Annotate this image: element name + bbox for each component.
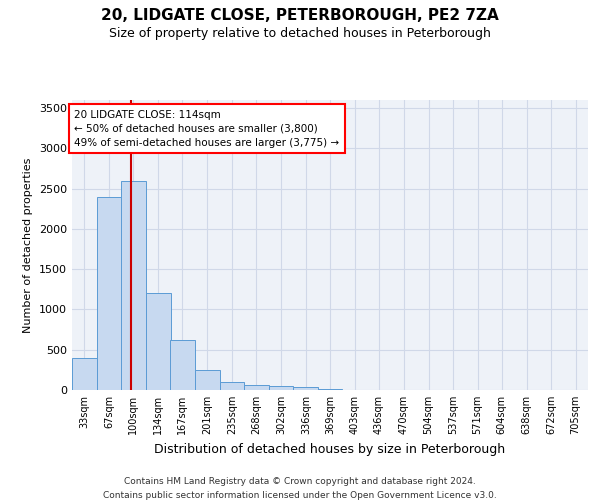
- Text: Size of property relative to detached houses in Peterborough: Size of property relative to detached ho…: [109, 28, 491, 40]
- Bar: [317, 389, 343, 390]
- Y-axis label: Number of detached properties: Number of detached properties: [23, 158, 34, 332]
- Bar: [146, 294, 170, 390]
- Bar: [244, 385, 269, 390]
- Bar: [220, 382, 244, 390]
- Text: 20, LIDGATE CLOSE, PETERBOROUGH, PE2 7ZA: 20, LIDGATE CLOSE, PETERBOROUGH, PE2 7ZA: [101, 8, 499, 22]
- Text: Distribution of detached houses by size in Peterborough: Distribution of detached houses by size …: [154, 442, 506, 456]
- Bar: [121, 180, 146, 390]
- Text: Contains public sector information licensed under the Open Government Licence v3: Contains public sector information licen…: [103, 491, 497, 500]
- Text: 20 LIDGATE CLOSE: 114sqm
← 50% of detached houses are smaller (3,800)
49% of sem: 20 LIDGATE CLOSE: 114sqm ← 50% of detach…: [74, 110, 340, 148]
- Bar: [97, 196, 122, 390]
- Bar: [170, 340, 195, 390]
- Text: Contains HM Land Registry data © Crown copyright and database right 2024.: Contains HM Land Registry data © Crown c…: [124, 478, 476, 486]
- Bar: [195, 370, 220, 390]
- Bar: [293, 387, 319, 390]
- Bar: [269, 386, 293, 390]
- Bar: [72, 358, 97, 390]
